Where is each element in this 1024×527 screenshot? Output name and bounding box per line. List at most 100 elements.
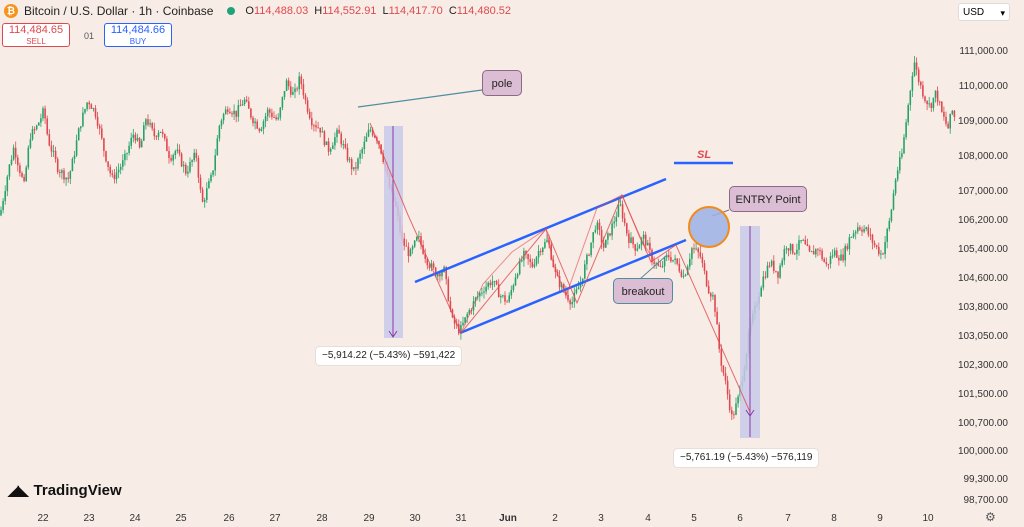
candle-body	[808, 246, 811, 252]
candle-body	[665, 255, 668, 258]
candle-body	[590, 242, 592, 256]
candle-body	[136, 138, 139, 141]
candle-body	[262, 121, 265, 129]
candle-body	[317, 127, 319, 129]
candle-body	[254, 121, 256, 124]
candle-body	[483, 291, 485, 293]
candle-body	[838, 257, 840, 261]
candle-body	[313, 125, 315, 127]
candle-body	[369, 129, 372, 131]
y-tick-label: 109,000.00	[958, 116, 1008, 127]
candle-body	[453, 317, 456, 324]
candle-body	[371, 129, 374, 136]
candle-body	[953, 110, 956, 118]
candle-body	[201, 189, 204, 202]
x-tick-label: 24	[129, 513, 141, 524]
candle-body	[224, 109, 227, 115]
candle-body	[353, 167, 355, 170]
candle-body	[714, 295, 716, 312]
candle-body	[674, 258, 676, 260]
candle-body	[733, 414, 735, 416]
candle-body	[737, 396, 739, 404]
candle-body	[119, 166, 122, 170]
bitcoin-icon: ₿	[4, 4, 18, 18]
x-tick-label: Jun	[499, 513, 517, 524]
candle-body	[40, 118, 42, 123]
candle-body	[657, 263, 660, 266]
candle-body	[846, 246, 849, 250]
candle-body	[928, 103, 930, 105]
candle-body	[827, 263, 830, 265]
candle-body	[145, 119, 147, 126]
candle-body	[279, 107, 282, 118]
candle-body	[806, 244, 809, 247]
stop-loss-label[interactable]: SL	[697, 149, 712, 161]
currency-value: USD	[963, 7, 985, 18]
candle-body	[111, 173, 114, 175]
candle-body	[880, 253, 882, 255]
candle-body	[31, 129, 34, 140]
candle-body	[90, 104, 93, 109]
candle-body	[113, 174, 116, 180]
candle-body	[521, 260, 523, 262]
candle-body	[126, 152, 128, 154]
pole-callout[interactable]: pole	[482, 70, 522, 96]
gear-icon[interactable]: ⚙	[985, 510, 996, 524]
price-axis: 111,000.00 110,000.00 109,000.00 108,000.00…	[958, 46, 1008, 506]
y-tick-label: 106,200.00	[958, 215, 1008, 226]
candle-body	[537, 251, 540, 258]
candle-body	[848, 237, 851, 250]
candle-body	[33, 129, 36, 131]
entry-point-callout[interactable]: ENTRY Point	[729, 186, 807, 212]
breakout-callout[interactable]: breakout	[613, 278, 673, 304]
candle-body	[193, 152, 195, 161]
x-tick-label: 25	[175, 513, 187, 524]
candle-body	[84, 109, 86, 113]
candle-body	[810, 251, 813, 253]
candle-body	[825, 262, 828, 264]
y-tick-label: 110,000.00	[959, 81, 1009, 92]
candle-body	[917, 69, 920, 83]
candle-body	[659, 265, 662, 267]
candle-body	[867, 227, 870, 235]
candle-body	[271, 112, 273, 117]
candle-body	[584, 264, 586, 279]
candle-body	[626, 223, 628, 234]
candle-body	[44, 108, 46, 119]
tradingview-logo[interactable]: ◢◣ TradingView	[8, 482, 122, 499]
x-tick-label: 3	[598, 513, 604, 524]
candle-body	[416, 237, 418, 241]
candle-body	[363, 141, 366, 150]
entry-point-marker[interactable]	[688, 206, 730, 248]
candle-body	[222, 114, 225, 121]
candle-body	[122, 160, 124, 167]
candle-body	[647, 242, 649, 246]
candle-body	[888, 220, 891, 230]
candle-body	[863, 228, 865, 232]
candle-body	[382, 153, 384, 163]
buy-button[interactable]: 114,484.66 BUY	[104, 23, 172, 47]
currency-select[interactable]: USD ▾	[958, 3, 1010, 21]
candle-body	[132, 134, 135, 138]
sell-price: 114,484.65	[8, 24, 64, 36]
candle-body	[103, 138, 105, 152]
candle-body	[161, 131, 164, 135]
candle-body	[439, 273, 441, 277]
candle-body	[791, 244, 794, 254]
candle-body	[701, 256, 704, 264]
candle-body	[546, 240, 548, 243]
candle-body	[861, 229, 863, 232]
flag-upper-line[interactable]	[414, 177, 667, 284]
candle-body	[865, 227, 867, 229]
candle-body	[75, 140, 78, 156]
symbol-title[interactable]: Bitcoin / U.S. Dollar · 1h · Coinbase	[24, 4, 214, 18]
candle-body	[319, 127, 321, 133]
candle-body	[413, 240, 416, 247]
sell-button[interactable]: 114,484.65 SELL	[2, 23, 70, 47]
candle-body	[325, 141, 328, 145]
candle-body	[621, 204, 624, 219]
candle-body	[800, 240, 802, 242]
candle-body	[321, 131, 324, 133]
pole-zigzag	[369, 122, 751, 413]
